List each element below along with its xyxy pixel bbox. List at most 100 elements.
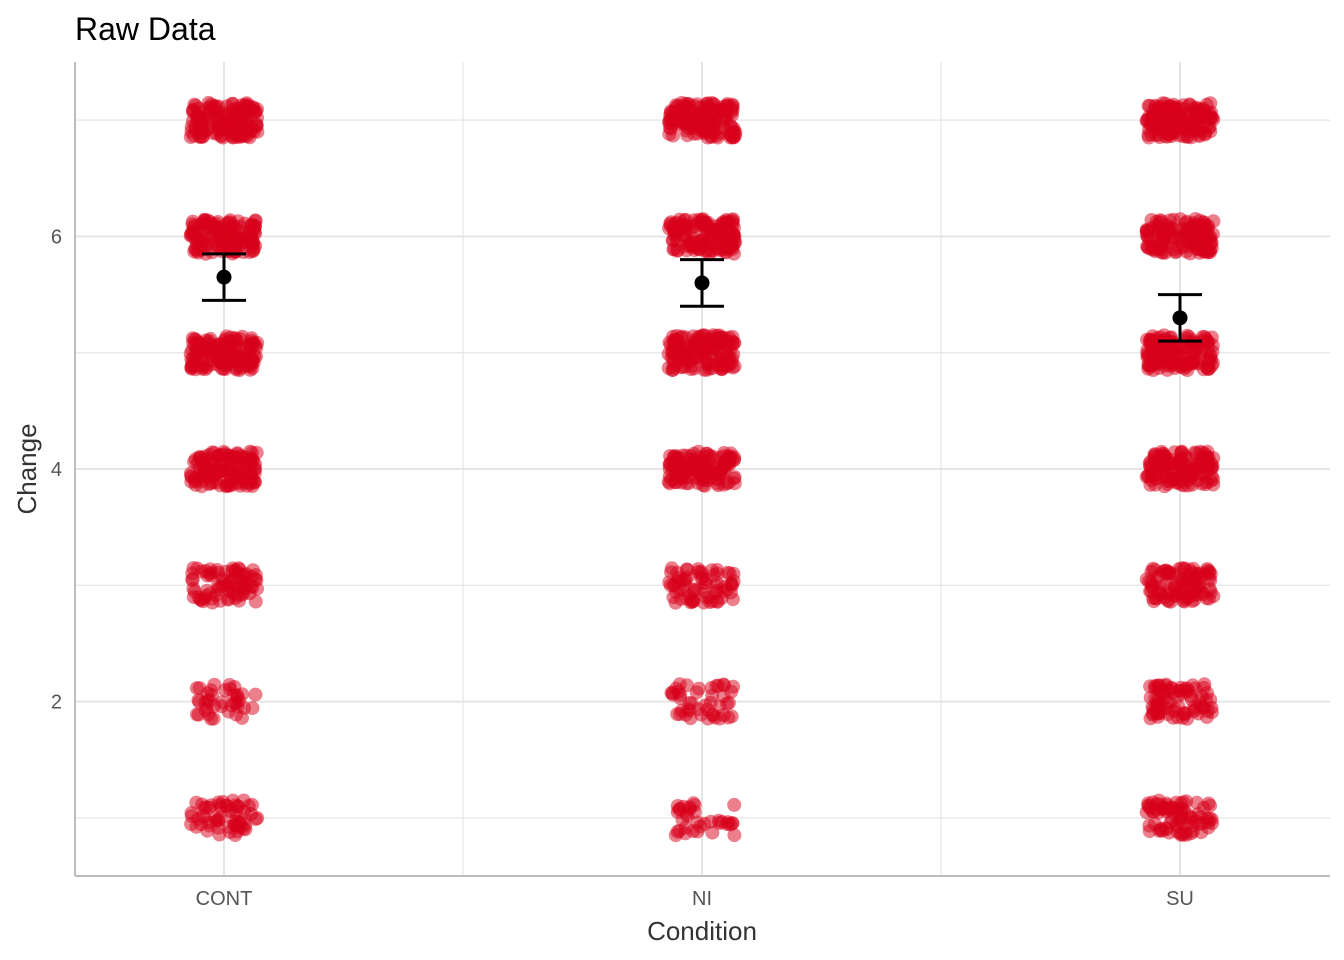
raw-data-point xyxy=(727,359,742,374)
y-tick-label: 4 xyxy=(51,459,62,481)
axes xyxy=(74,62,1330,877)
raw-data-point xyxy=(184,361,199,376)
raw-data-point xyxy=(202,693,217,708)
raw-data-point xyxy=(718,229,733,244)
raw-data-point xyxy=(702,361,717,376)
raw-data-point xyxy=(250,811,265,826)
x-tick-label: SU xyxy=(1166,888,1194,910)
summary-cont xyxy=(202,252,246,302)
raw-data-point xyxy=(666,335,681,350)
raw-data-point xyxy=(1186,561,1201,576)
raw-data-point xyxy=(201,707,216,722)
raw-data-point xyxy=(1157,458,1172,473)
raw-data-point xyxy=(727,797,742,812)
raw-data-point xyxy=(720,815,735,830)
raw-data-point xyxy=(1203,798,1217,813)
raw-data-point xyxy=(214,699,229,714)
raw-data-point xyxy=(1196,101,1210,116)
raw-data-point xyxy=(200,568,215,583)
raw-data-point xyxy=(201,345,216,360)
raw-data-point xyxy=(662,575,677,590)
raw-data-point xyxy=(199,800,214,815)
y-axis-title: Change xyxy=(12,423,42,514)
raw-data-point xyxy=(719,241,734,256)
raw-data-point xyxy=(1163,358,1178,373)
raw-data-point xyxy=(1184,336,1198,351)
raw-data-point xyxy=(664,561,679,576)
raw-data-point xyxy=(233,109,248,124)
mean-point xyxy=(694,275,710,291)
raw-data-point xyxy=(719,98,734,113)
raw-data-point xyxy=(1204,352,1219,367)
summary-ni xyxy=(680,258,724,308)
raw-data-point xyxy=(709,333,724,348)
raw-data-point xyxy=(727,450,742,465)
raw-data-point xyxy=(245,353,260,368)
raw-data-point xyxy=(248,594,263,609)
raw-data-point xyxy=(711,678,726,693)
raw-data-point xyxy=(1150,698,1165,713)
raw-data-point xyxy=(230,690,245,705)
raw-data-point xyxy=(666,590,681,605)
raw-data-point xyxy=(690,335,705,350)
raw-data-point xyxy=(671,684,686,699)
raw-data-point xyxy=(706,708,721,723)
raw-data-point xyxy=(243,453,258,468)
raw-data-point xyxy=(185,566,200,581)
raw-data-point xyxy=(183,130,198,144)
x-tick-label: CONT xyxy=(196,888,253,910)
raw-data-point xyxy=(249,119,264,134)
raw-data-point xyxy=(710,563,725,577)
raw-data-point xyxy=(720,565,735,580)
raw-data-point xyxy=(716,449,731,464)
raw-data-point xyxy=(691,702,706,717)
raw-data-point xyxy=(1167,702,1182,717)
raw-data-point xyxy=(205,245,220,260)
raw-data-point xyxy=(195,237,210,252)
raw-data-point xyxy=(191,344,206,359)
raw-data-point xyxy=(717,579,732,594)
raw-data-point xyxy=(1204,241,1219,256)
raw-data-point xyxy=(678,350,692,365)
raw-data-point xyxy=(666,242,681,257)
raw-data-point xyxy=(677,470,692,485)
raw-data-point xyxy=(1179,106,1194,121)
raw-data-point xyxy=(202,214,217,229)
raw-data-point xyxy=(209,588,223,602)
raw-data-point xyxy=(1152,678,1167,693)
raw-data-point xyxy=(1140,229,1155,244)
raw-data-point xyxy=(726,121,741,136)
raw-data-point xyxy=(184,225,199,240)
raw-data-point xyxy=(233,353,248,368)
raw-data-point xyxy=(188,332,203,347)
raw-data-point xyxy=(725,592,740,607)
raw-data-point xyxy=(1176,468,1191,483)
raw-data-point xyxy=(1200,811,1215,826)
raw-data-point xyxy=(1141,348,1155,363)
raw-data-point xyxy=(1178,357,1193,372)
raw-data-point xyxy=(704,113,719,128)
summary-su xyxy=(1158,293,1202,343)
raw-data-point xyxy=(1165,681,1179,696)
raw-data-point xyxy=(245,580,260,595)
raw-data-point xyxy=(1141,128,1156,142)
raw-data-point xyxy=(670,804,685,819)
raw-data-point xyxy=(1194,466,1209,480)
raw-data-point xyxy=(184,468,199,483)
raw-data-point xyxy=(1141,798,1156,813)
raw-data-point xyxy=(1154,232,1169,247)
raw-data-point xyxy=(195,360,210,375)
x-tick-labels: CONT NI SU xyxy=(196,888,1194,910)
raw-data-point xyxy=(211,565,226,580)
raw-data-point xyxy=(727,828,742,843)
raw-data-point xyxy=(189,681,204,696)
raw-data-point xyxy=(704,96,719,110)
raw-data-point xyxy=(1199,449,1214,464)
raw-data-point xyxy=(212,448,227,463)
raw-data-point xyxy=(205,125,220,140)
raw-data-point xyxy=(1167,125,1182,140)
raw-data-point xyxy=(705,825,720,840)
raw-data-point xyxy=(682,802,697,817)
raw-data-point xyxy=(1197,226,1212,241)
